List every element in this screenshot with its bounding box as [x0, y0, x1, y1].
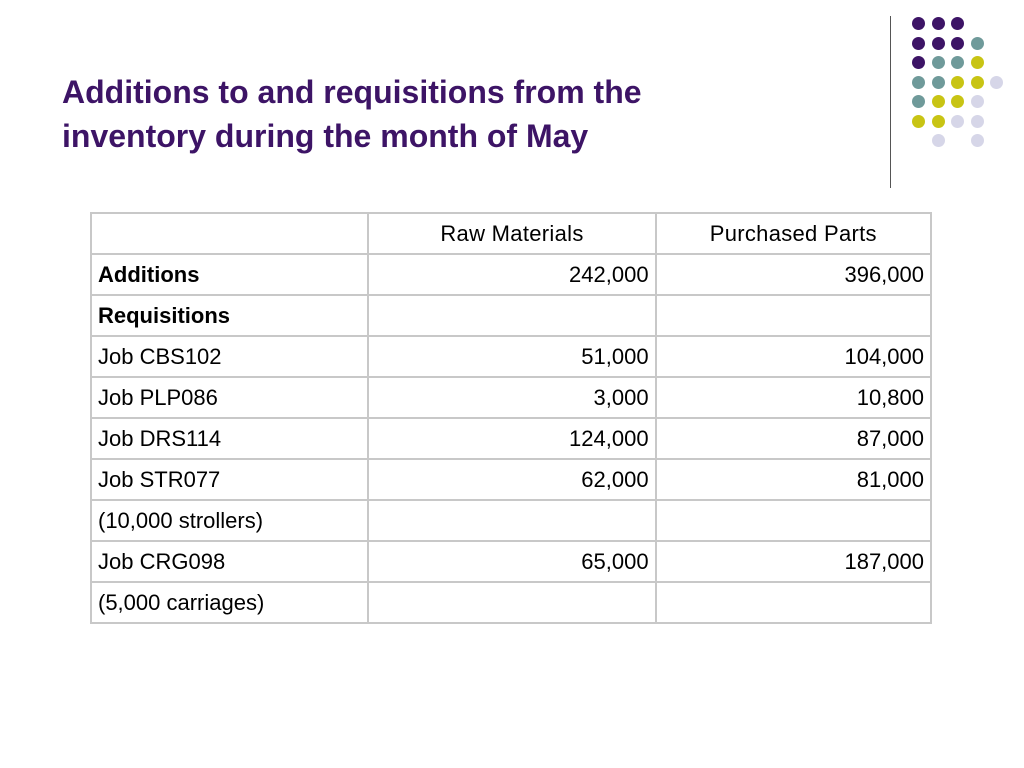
row-label: Job CBS102: [89, 335, 370, 378]
decorative-dot: [912, 95, 925, 108]
decorative-dot: [990, 75, 1003, 89]
slide-title-line-1: Additions to and requisitions from the: [62, 74, 642, 110]
decorative-dot: [931, 95, 945, 108]
raw-materials-cell: 242,000: [367, 253, 657, 296]
decorative-dot: [931, 36, 945, 50]
row-label: (10,000 strollers): [89, 499, 370, 542]
purchased-parts-cell: [654, 499, 933, 542]
decorative-dot: [931, 75, 945, 89]
row-label: Job STR077: [89, 458, 370, 501]
purchased-parts-cell: 187,000: [654, 540, 933, 583]
row-label: Job CRG098: [89, 540, 370, 583]
purchased-parts-cell: [654, 294, 933, 337]
raw-materials-cell: 3,000: [367, 376, 657, 419]
decorative-dot: [970, 114, 984, 128]
purchased-parts-cell: 87,000: [654, 417, 933, 460]
purchased-parts-cell: 104,000: [654, 335, 933, 378]
vertical-divider: [890, 16, 891, 188]
row-label: (5,000 carriages): [89, 581, 370, 624]
decorative-dot: [912, 17, 925, 30]
decorative-dot: [951, 36, 964, 50]
decorative-dot: [970, 134, 984, 147]
decorative-dot: [912, 75, 925, 89]
decorative-dot: [951, 56, 964, 69]
table-header-row: Raw Materials Purchased Parts: [89, 212, 933, 255]
slide-title: Additions to and requisitions from the i…: [62, 70, 822, 158]
decorative-dot: [970, 95, 984, 108]
purchased-parts-cell: 396,000: [654, 253, 933, 296]
decorative-dot: [931, 114, 945, 128]
raw-materials-cell: [367, 294, 657, 337]
row-label: Additions: [89, 253, 370, 296]
decorative-dot: [951, 17, 964, 30]
table-row: Job CBS102 51,000 104,000: [89, 335, 933, 378]
header-cell-empty: [89, 212, 370, 255]
table-row: Additions 242,000 396,000: [89, 253, 933, 296]
table-row: (5,000 carriages): [89, 581, 933, 624]
header-cell-purchased-parts: Purchased Parts: [654, 212, 933, 255]
decorative-dot: [951, 75, 964, 89]
row-label: Requisitions: [89, 294, 370, 337]
table-row: Job DRS114 124,000 87,000: [89, 417, 933, 460]
raw-materials-cell: 124,000: [367, 417, 657, 460]
raw-materials-cell: 65,000: [367, 540, 657, 583]
decorative-dot: [970, 56, 984, 69]
decorative-dot: [951, 95, 964, 108]
raw-materials-cell: 51,000: [367, 335, 657, 378]
purchased-parts-cell: 10,800: [654, 376, 933, 419]
decorative-dot: [970, 75, 984, 89]
row-label: Job DRS114: [89, 417, 370, 460]
decorative-dot: [970, 36, 984, 50]
purchased-parts-cell: [654, 581, 933, 624]
inventory-table: Raw Materials Purchased Parts Additions …: [89, 212, 933, 624]
decorative-dot: [931, 56, 945, 69]
decorative-dot: [931, 134, 945, 147]
decorative-dot: [912, 114, 925, 128]
table-row: Requisitions: [89, 294, 933, 337]
raw-materials-cell: [367, 499, 657, 542]
decorative-dot: [912, 36, 925, 50]
decorative-dot: [912, 56, 925, 69]
table-row: Job PLP086 3,000 10,800: [89, 376, 933, 419]
decorative-dot: [931, 17, 945, 30]
raw-materials-cell: [367, 581, 657, 624]
table-row: (10,000 strollers): [89, 499, 933, 542]
row-label: Job PLP086: [89, 376, 370, 419]
table-row: Job STR077 62,000 81,000: [89, 458, 933, 501]
table-row: Job CRG098 65,000 187,000: [89, 540, 933, 583]
header-cell-raw-materials: Raw Materials: [367, 212, 657, 255]
decorative-dot: [951, 114, 964, 128]
slide-title-line-2: inventory during the month of May: [62, 118, 589, 154]
purchased-parts-cell: 81,000: [654, 458, 933, 501]
raw-materials-cell: 62,000: [367, 458, 657, 501]
